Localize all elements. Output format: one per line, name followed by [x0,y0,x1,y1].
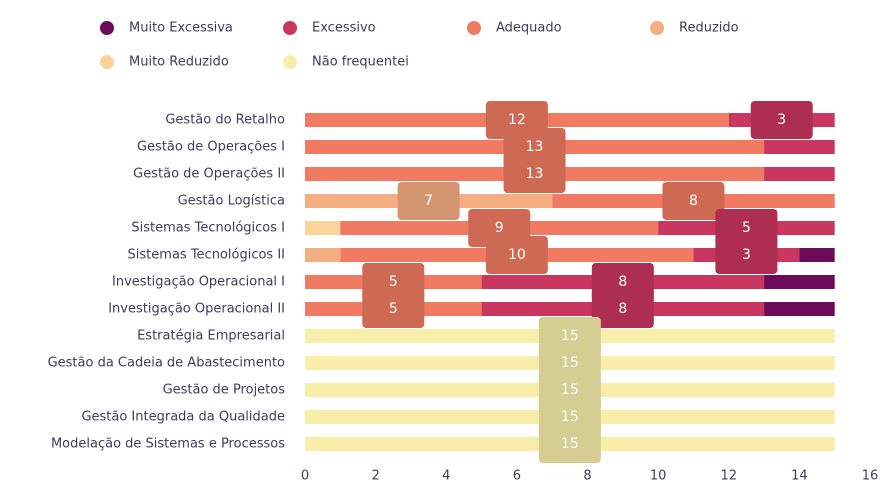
category-label: Investigação Operacional II [108,302,285,317]
legend-swatch [283,21,297,35]
value-label-box [362,290,425,328]
legend-label: Adequado [496,21,562,36]
bar-segment [764,302,835,316]
category-label: Gestão Integrada da Qualidade [81,410,285,425]
bar-segment [305,248,341,262]
value-label: 15 [561,409,579,425]
value-label: 7 [424,193,433,209]
value-label-box [662,182,725,220]
legend-label: Muito Excessiva [129,21,233,36]
x-tick-label: 10 [650,469,667,484]
value-label: 9 [495,220,504,236]
bar-segment [305,221,341,235]
value-label-box [397,182,460,220]
category-label: Investigação Operacional I [112,275,285,290]
value-label-box [591,290,654,328]
x-tick-label: 14 [791,469,808,484]
value-label-box [750,101,813,139]
x-tick-label: 2 [371,469,379,484]
category-label: Gestão Logística [178,194,285,209]
value-label: 5 [389,301,398,317]
value-label: 15 [561,355,579,371]
category-label: Gestão da Cadeia de Abastecimento [48,356,285,371]
x-tick-label: 4 [442,469,450,484]
value-label: 8 [618,301,627,317]
legend-label: Não frequentei [312,55,409,70]
value-label: 13 [526,139,544,155]
legend-swatch [100,21,114,35]
category-label: Modelação de Sistemas e Processos [51,437,285,452]
value-label-box [715,236,778,274]
category-label: Gestão de Operações I [137,140,285,155]
bar-segment [764,140,835,154]
legend-label: Excessivo [312,21,376,36]
x-tick-label: 8 [583,469,591,484]
category-label: Sistemas Tecnológicos II [128,248,285,263]
value-label: 15 [561,382,579,398]
value-label: 8 [618,274,627,290]
x-tick-label: 16 [862,469,879,484]
category-label: Gestão de Projetos [163,383,286,398]
value-label: 3 [742,247,751,263]
value-label: 12 [508,112,526,128]
category-label: Sistemas Tecnológicos I [131,221,285,236]
value-label: 15 [561,328,579,344]
category-label: Gestão do Retalho [165,113,285,128]
legend-swatch [467,21,481,35]
category-label: Estratégia Empresarial [137,329,285,344]
legend-label: Reduzido [679,21,739,36]
x-tick-label: 0 [301,469,309,484]
bar-segment [764,275,835,289]
legend-label: Muito Reduzido [129,55,229,70]
value-label: 3 [777,112,786,128]
legend-swatch [283,55,297,69]
value-label: 5 [389,274,398,290]
legend-swatch [100,55,114,69]
bar-segment [764,167,835,181]
category-label: Gestão de Operações II [133,167,285,182]
value-label: 15 [561,436,579,452]
value-label-box [503,155,566,193]
x-tick-label: 12 [720,469,737,484]
value-label: 8 [689,193,698,209]
legend-swatch [650,21,664,35]
value-label: 5 [742,220,751,236]
x-tick-label: 6 [513,469,521,484]
value-label: 10 [508,247,526,263]
value-label-box [538,425,601,463]
value-label-box [485,236,548,274]
value-label: 13 [526,166,544,182]
bar-segment [799,248,835,262]
